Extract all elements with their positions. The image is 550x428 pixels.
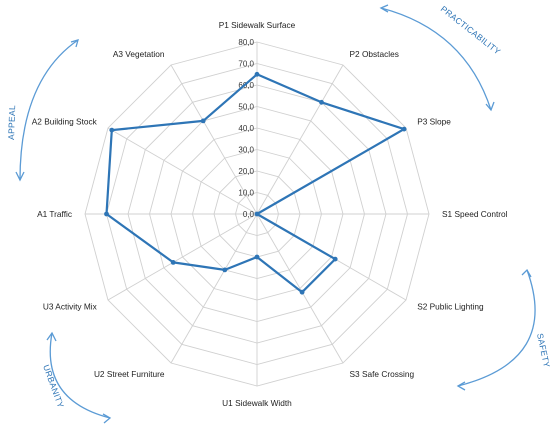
- radial-tick-label: 80,0: [238, 38, 254, 47]
- data-point: [109, 127, 115, 133]
- category-label: P1 Sidewalk Surface: [219, 20, 296, 30]
- radial-tick-label: 70,0: [238, 60, 254, 69]
- grid-spoke: [256, 64, 344, 215]
- group-label-urbanity: URBANITY: [41, 363, 66, 409]
- data-point: [332, 256, 338, 262]
- category-label: U3 Activity Mix: [43, 302, 98, 312]
- safety-arc: [457, 269, 536, 387]
- radial-tick-label: 30,0: [238, 146, 254, 155]
- grid-spoke: [107, 127, 258, 215]
- practicability-arrowhead: [485, 101, 495, 112]
- category-label: P3 Slope: [417, 117, 451, 127]
- radial-axis-ticks: 0,0 10,0 20,0 30,0 40,0 50,0 60,0 70,0 80,0: [238, 38, 254, 219]
- radial-tick-label: 10,0: [238, 189, 254, 198]
- data-point: [401, 126, 407, 132]
- urbanity-arc: [49, 332, 111, 419]
- category-label: S2 Public Lighting: [417, 302, 484, 312]
- urbanity-arrowhead-start: [46, 331, 57, 342]
- radial-tick-label: 20,0: [238, 167, 254, 176]
- grid-spoke: [107, 213, 258, 301]
- data-point: [299, 289, 305, 295]
- data-point: [104, 211, 109, 217]
- category-labels: P1 Sidewalk Surface P2 Obstacles P3 Slope S…: [32, 20, 508, 408]
- group-label-practicability: PRACTICABILITY: [439, 4, 503, 57]
- grid-spoke: [256, 213, 344, 364]
- radial-tick-label: 60,0: [238, 81, 254, 90]
- data-point: [254, 211, 260, 217]
- data-point: [319, 99, 324, 105]
- data-point: [254, 71, 260, 77]
- group-label-safety: SAFETY: [535, 332, 550, 368]
- category-label: A3 Vegetation: [113, 49, 165, 59]
- grid-spoke: [170, 64, 258, 215]
- category-label: U2 Street Furniture: [94, 369, 165, 379]
- practicability-arrowhead-start: [379, 4, 389, 13]
- data-point: [222, 267, 228, 273]
- practicability-arc: [380, 7, 492, 111]
- radial-tick-label: 0,0: [243, 210, 255, 219]
- category-label: U1 Sidewalk Width: [222, 398, 292, 408]
- data-point: [200, 118, 206, 124]
- data-point: [170, 260, 176, 265]
- category-label: S3 Safe Crossing: [350, 369, 415, 379]
- data-point: [254, 254, 260, 260]
- safety-arrowhead: [456, 381, 466, 391]
- urbanity-arrowhead: [102, 413, 112, 424]
- radial-tick-label: 40,0: [238, 124, 254, 133]
- radial-tick-label: 50,0: [238, 103, 254, 112]
- safety-arrowhead-start: [521, 268, 532, 278]
- grid-spoke: [170, 213, 258, 364]
- category-label: P2 Obstacles: [350, 49, 399, 59]
- data-series: [104, 71, 407, 295]
- group-label-appeal: APPEAL: [6, 105, 17, 140]
- appeal-arc: [19, 39, 79, 181]
- category-label: A2 Building Stock: [32, 117, 98, 127]
- category-label: S1 Speed Control: [442, 209, 508, 219]
- category-label: A1 Traffic: [37, 209, 72, 219]
- appeal-arrowhead-start: [15, 171, 25, 182]
- appeal-arrowhead: [70, 39, 79, 48]
